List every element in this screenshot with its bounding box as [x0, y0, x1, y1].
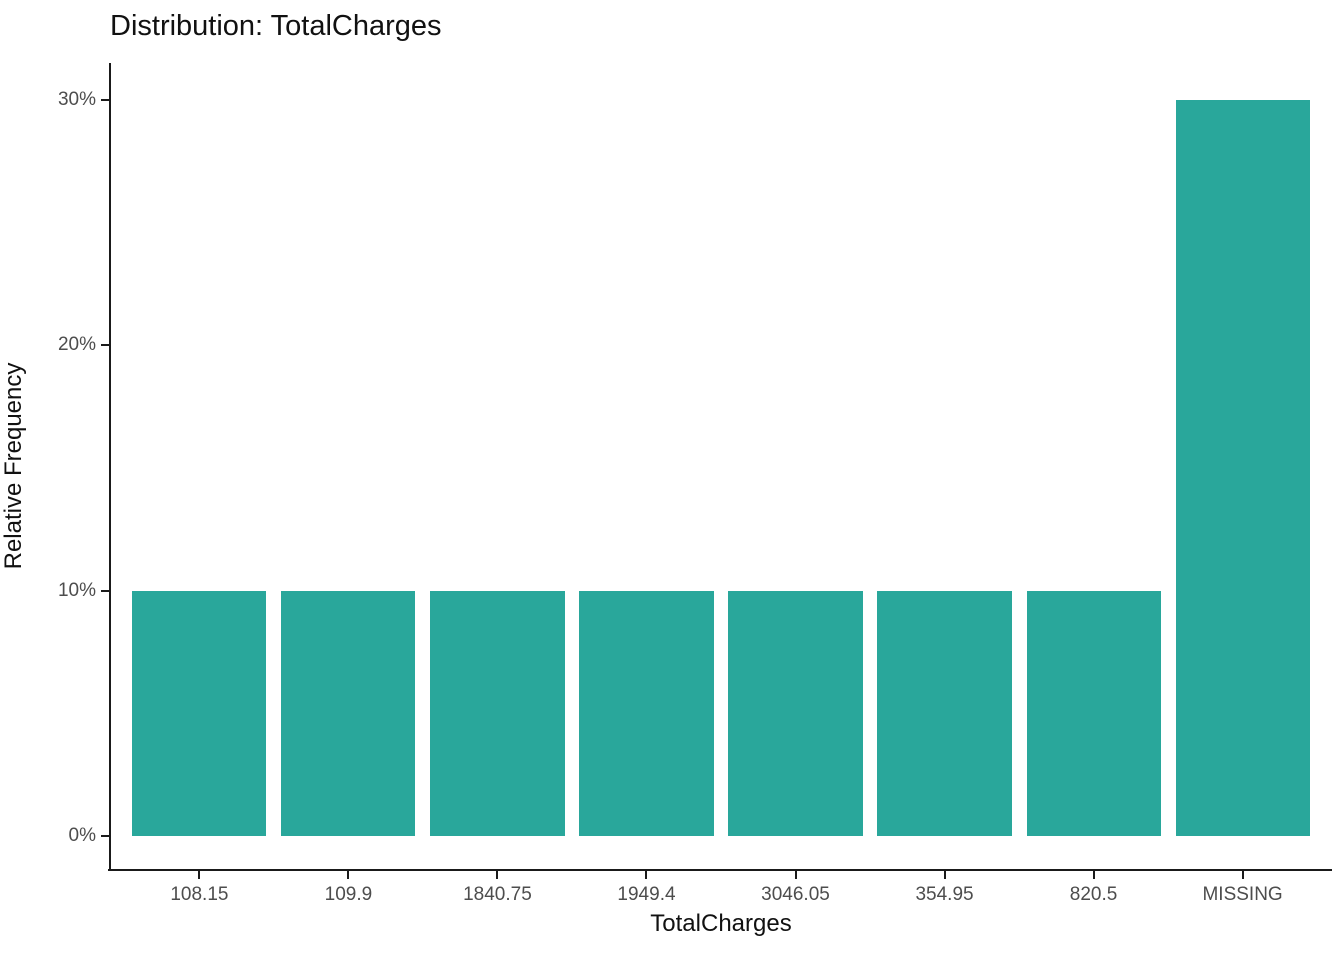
x-tick-label: 3046.05	[761, 884, 830, 905]
bar-109.9	[281, 590, 416, 836]
y-tick-mark	[101, 99, 109, 101]
bar-108.15	[132, 590, 267, 836]
y-axis-line	[109, 63, 111, 871]
x-tick-label: 108.15	[170, 884, 229, 905]
x-tick-label: 1949.4	[617, 884, 676, 905]
x-axis-title: TotalCharges	[650, 910, 792, 937]
x-axis-line	[108, 869, 1332, 871]
x-tick-label: MISSING	[1202, 884, 1283, 905]
x-tick-label: 109.9	[324, 884, 373, 905]
x-tick-mark	[645, 871, 648, 879]
x-tick-mark	[347, 871, 350, 879]
x-tick-label: 354.95	[915, 884, 974, 905]
y-tick-mark	[101, 835, 109, 837]
y-tick-label: 10%	[57, 579, 96, 601]
bar-354.95	[877, 590, 1012, 836]
y-tick-label: 20%	[57, 334, 96, 356]
y-axis-title: Relative Frequency	[0, 362, 27, 570]
y-tick-label: 30%	[57, 89, 96, 110]
bar-MISSING	[1175, 100, 1310, 836]
x-tick-mark	[198, 871, 201, 879]
x-tick-label: 1840.75	[463, 884, 532, 905]
y-tick-mark	[101, 589, 109, 592]
x-tick-mark	[1092, 871, 1095, 879]
chart-title: Distribution: TotalCharges	[110, 10, 442, 42]
x-tick-mark	[794, 871, 797, 879]
bar-3046.05	[728, 590, 863, 836]
x-tick-mark	[1241, 871, 1244, 879]
x-tick-mark	[943, 871, 946, 879]
x-tick-label: 820.5	[1069, 884, 1118, 905]
x-tick-mark	[496, 871, 499, 879]
bar-1949.4	[579, 590, 714, 836]
y-tick-label: 0%	[68, 825, 96, 846]
y-tick-mark	[101, 344, 109, 347]
bar-820.5	[1026, 590, 1161, 836]
bar-1840.75	[430, 590, 565, 836]
